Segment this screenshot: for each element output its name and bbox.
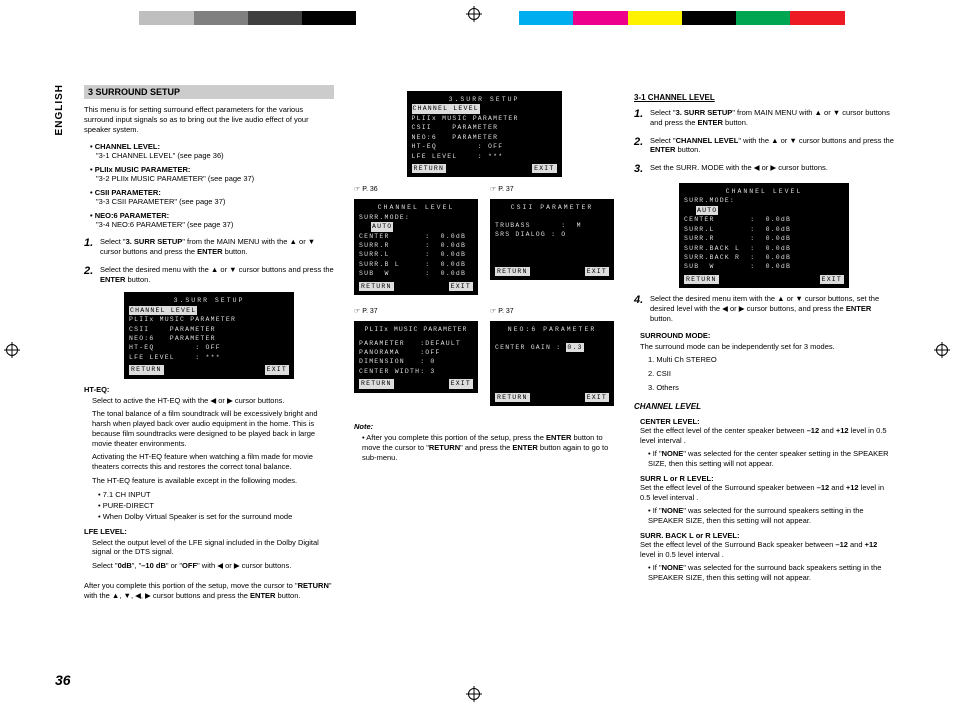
osd-surr-setup: 3.SURR SETUP CHANNEL LEVEL PLIIx MUSIC P…	[124, 292, 294, 378]
registration-mark	[6, 344, 18, 356]
lfe-p2: Select "0dB", "–10 dB" or "OFF" with ◀ o…	[92, 561, 334, 571]
intro-text: This menu is for setting surround effect…	[84, 105, 334, 134]
hteq-p2: The tonal balance of a film soundtrack w…	[92, 409, 334, 448]
osd-pliix: PLIIx MUSIC PARAMETER PARAMETER :DEFAULT…	[354, 321, 478, 393]
osd-channel-level-2: CHANNEL LEVEL SURR.MODE: AUTO CENTER : 0…	[679, 183, 849, 288]
after-text: After you complete this portion of the s…	[84, 581, 334, 601]
step-3: 3. Set the SURR. MODE with the ◀ or ▶ cu…	[634, 163, 894, 175]
page-number: 36	[55, 672, 71, 688]
step-1: 1. Select "3. SURR SETUP" from MAIN MENU…	[634, 108, 894, 128]
color-registration-bar	[85, 11, 899, 25]
note-body: • After you complete this portion of the…	[362, 433, 614, 462]
step-2: 2. Select "CHANNEL LEVEL" with the ▲ or …	[634, 136, 894, 156]
step-1: 1. Select "3. SURR SETUP" from the MAIN …	[84, 237, 334, 257]
step-number: 1.	[84, 237, 96, 249]
sub-heading: 3-1 CHANNEL LEVEL	[634, 93, 894, 102]
osd-top: 3.SURR SETUP CHANNEL LEVEL PLIIx MUSIC P…	[407, 91, 562, 177]
parameter-list: • CHANNEL LEVEL:"3-1 CHANNEL LEVEL" (see…	[90, 142, 334, 229]
section-header: 3 SURROUND SETUP	[84, 85, 334, 99]
column-left: 3 SURROUND SETUP This menu is for settin…	[84, 85, 334, 688]
osd-grid: ☞ P. 36 CHANNEL LEVEL SURR.MODE: AUTO CE…	[354, 183, 614, 412]
hteq-p3: Activating the HT-EQ feature when watchi…	[92, 452, 334, 472]
language-tab: ENGLISH	[54, 84, 65, 135]
hteq-p4: The HT-EQ feature is available except in…	[92, 476, 334, 486]
note-heading: Note:	[354, 422, 614, 431]
osd-neo6: NEO:6 PARAMETER CENTER GAIN : 0.3 RETURN…	[490, 321, 614, 406]
hteq-p1: Select to active the HT-EQ with the ◀ or…	[92, 396, 334, 406]
registration-mark	[936, 344, 948, 356]
step-4: 4. Select the desired menu item with the…	[634, 294, 894, 323]
column-right: 3-1 CHANNEL LEVEL 1. Select "3. SURR SET…	[634, 85, 894, 688]
channel-level-heading: CHANNEL LEVEL	[634, 402, 894, 411]
registration-mark	[468, 8, 480, 20]
lfe-p1: Select the output level of the LFE signa…	[92, 538, 334, 558]
osd-csii: CSII PARAMETER TRUBASS : M SRS DIALOG : …	[490, 199, 614, 280]
step-number: 2.	[84, 265, 96, 277]
registration-mark	[468, 688, 480, 700]
step-text: Select "3. SURR SETUP" from the MAIN MEN…	[100, 237, 334, 257]
column-middle: 3.SURR SETUP CHANNEL LEVEL PLIIx MUSIC P…	[354, 85, 614, 688]
surrmode-heading: SURROUND MODE:	[640, 331, 894, 340]
hteq-heading: HT-EQ:	[84, 385, 334, 394]
lfe-heading: LFE LEVEL:	[84, 527, 334, 536]
page-content: 3 SURROUND SETUP This menu is for settin…	[0, 0, 954, 708]
step-text: Select the desired menu with the ▲ or ▼ …	[100, 265, 334, 285]
step-2: 2. Select the desired menu with the ▲ or…	[84, 265, 334, 285]
osd-channel-level: CHANNEL LEVEL SURR.MODE: AUTO CENTER : 0…	[354, 199, 478, 295]
